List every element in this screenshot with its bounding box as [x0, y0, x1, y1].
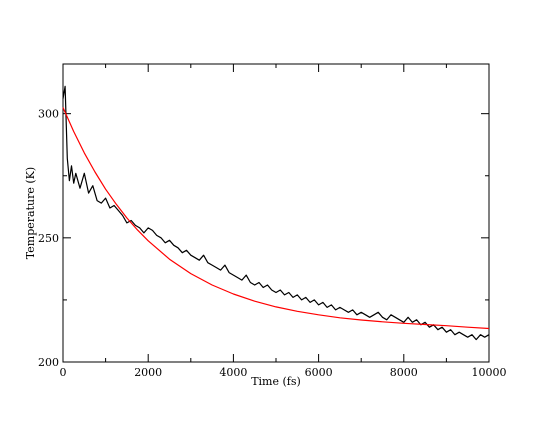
- ticks: [62, 64, 490, 363]
- x-tick-label: 10000: [472, 366, 507, 379]
- y-axis-label: Temperature (K): [24, 167, 37, 259]
- series-line-temperature: [62, 85, 490, 341]
- y-tick-label: 200: [38, 356, 59, 369]
- plot-frame: [62, 63, 490, 363]
- series: [62, 85, 490, 341]
- x-tick-label: 6000: [305, 366, 333, 379]
- x-tick-label: 2000: [134, 366, 162, 379]
- series-line-fit: [62, 107, 490, 330]
- y-tick-label: 250: [38, 232, 59, 245]
- x-tick-label: 4000: [219, 366, 247, 379]
- y-tick-label: 300: [38, 108, 59, 121]
- tick-labels: 0 2000 4000 6000 8000 10000 200 250 300: [38, 108, 507, 379]
- x-axis-label: Time (fs): [251, 375, 301, 388]
- x-tick-label: 8000: [390, 366, 418, 379]
- x-tick-label: 0: [60, 366, 67, 379]
